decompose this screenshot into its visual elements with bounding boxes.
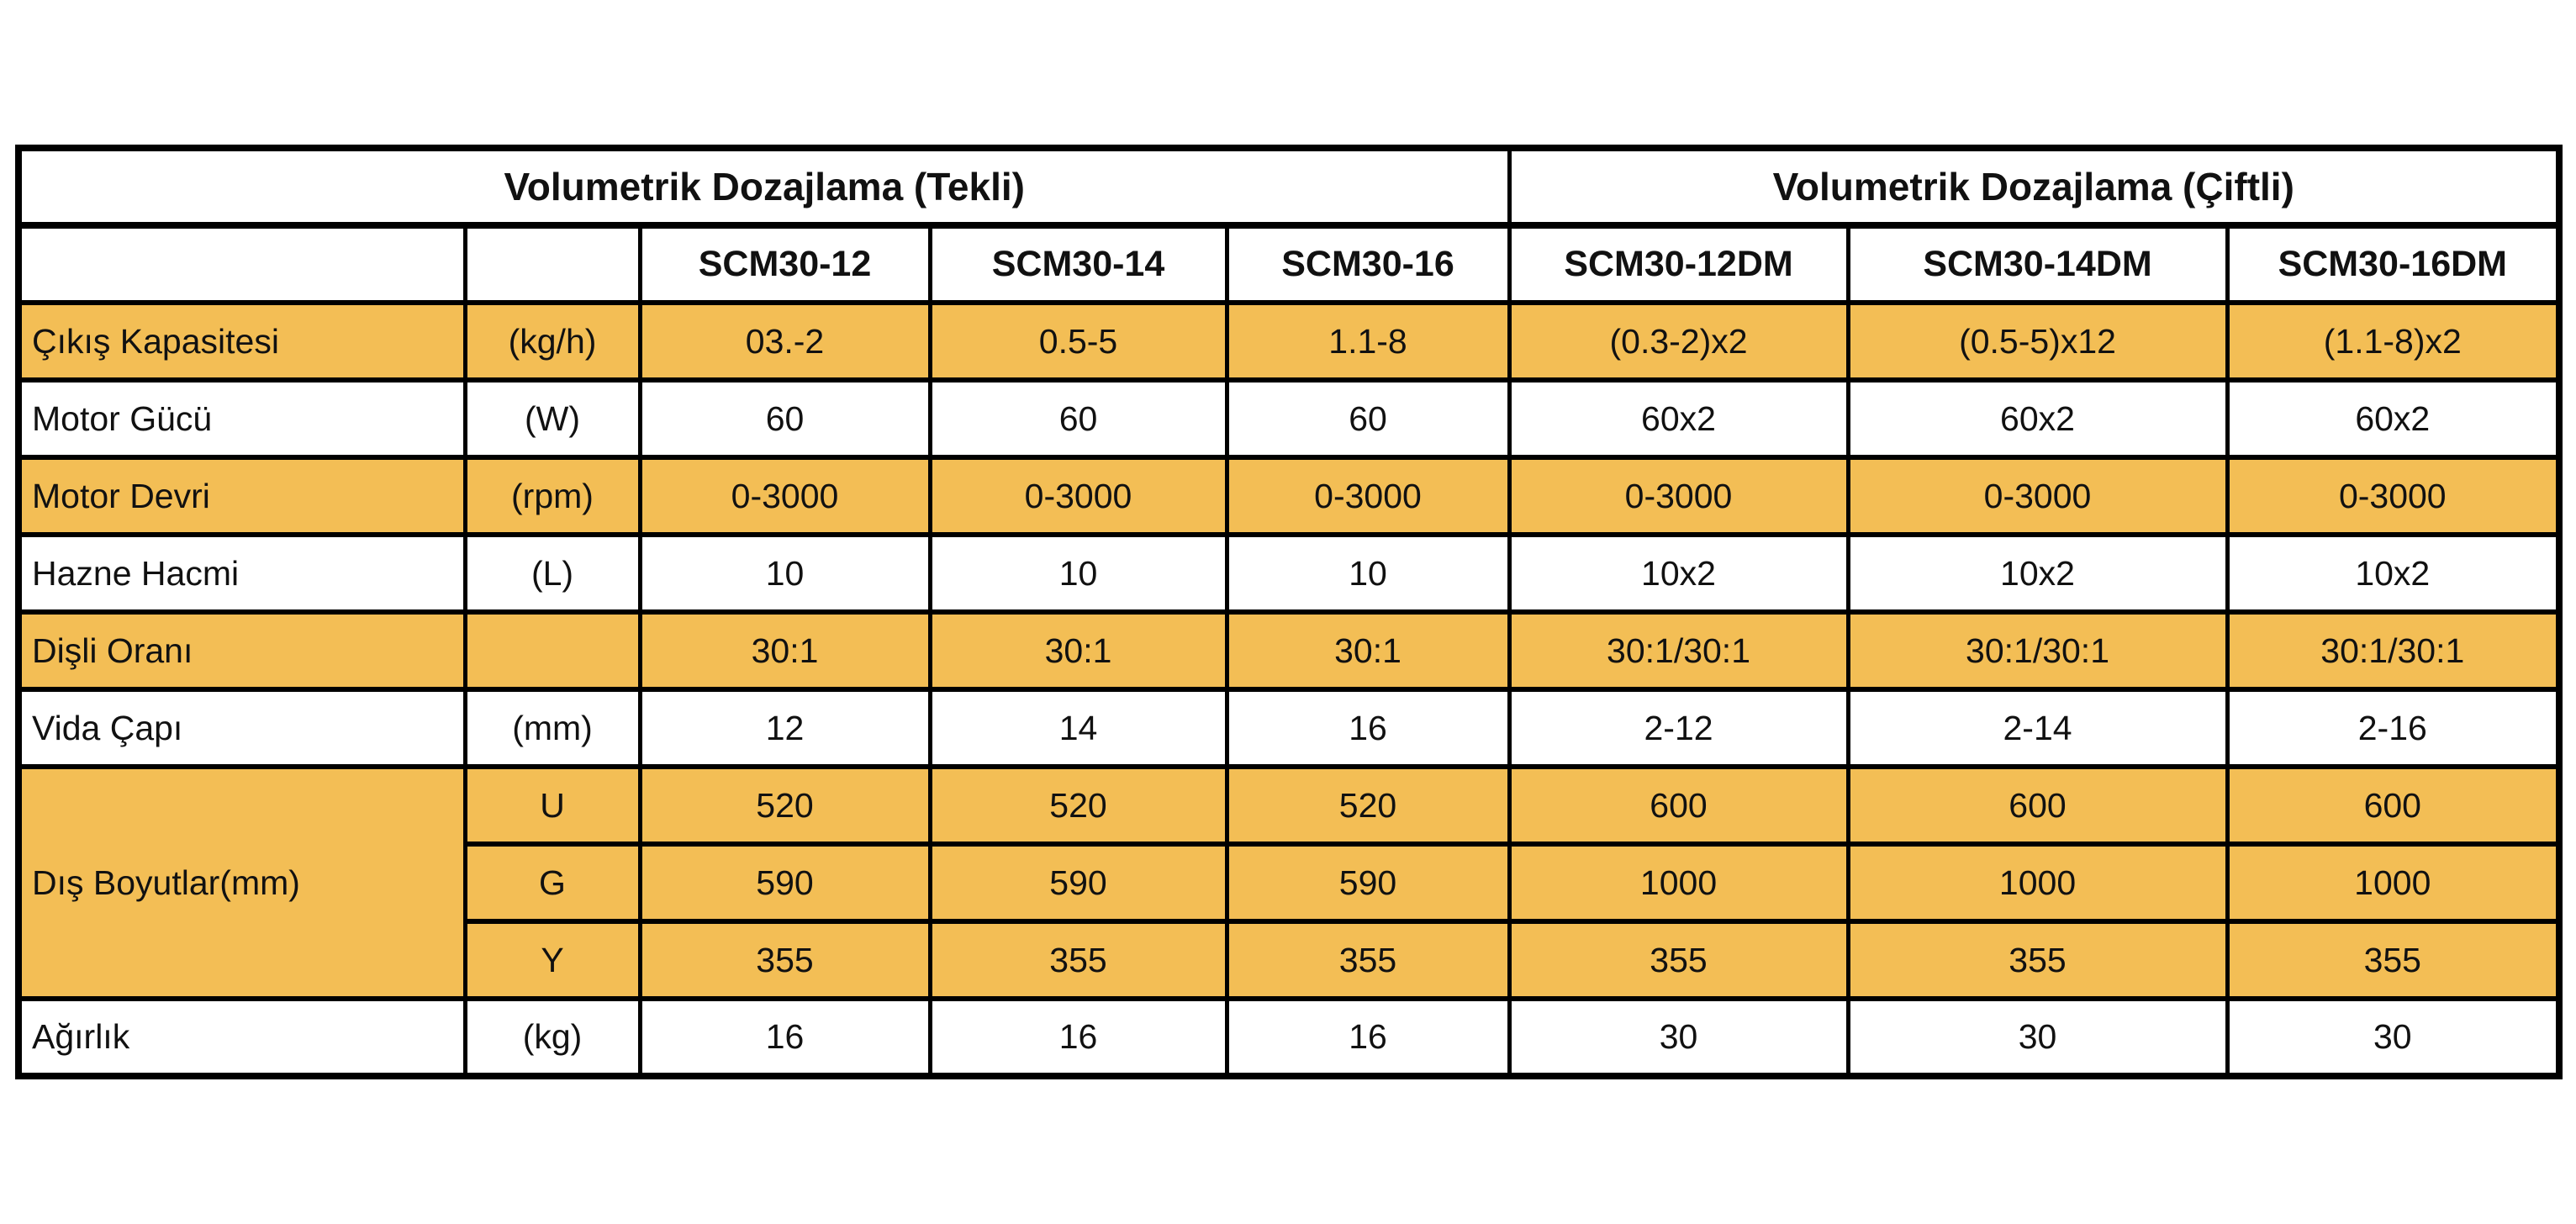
cell-value: 1000 [1845, 842, 2230, 924]
cell-value: 60 [1224, 377, 1512, 460]
model-header-scm30-16dm: SCM30-16DM [2225, 223, 2562, 305]
cell-value: 355 [1224, 919, 1512, 1001]
row-unit: U [462, 764, 642, 847]
cell-value: 16 [1224, 996, 1512, 1079]
cell-value: 1000 [1507, 842, 1850, 924]
row-unit [462, 609, 642, 692]
model-header-scm30-14dm: SCM30-14DM [1845, 223, 2230, 305]
cell-value: 10 [637, 532, 932, 615]
cell-value: 355 [927, 919, 1229, 1001]
cell-value: 60 [637, 377, 932, 460]
row-label: Dişli Oranı [16, 609, 467, 692]
cell-value: 60 [927, 377, 1229, 460]
cell-value: (0.5-5)x12 [1845, 300, 2230, 382]
cell-value: 600 [2225, 764, 2562, 847]
cell-value: 30:1 [927, 609, 1229, 692]
cell-value: 30:1/30:1 [2225, 609, 2562, 692]
cell-value: 60x2 [1845, 377, 2230, 460]
cell-value: 0-3000 [637, 455, 932, 537]
row-unit: Y [462, 919, 642, 1001]
cell-value: 0-3000 [1507, 455, 1850, 537]
cell-value: 0-3000 [1224, 455, 1512, 537]
row-label: Vida Çapı [16, 687, 467, 769]
cell-value: 30:1/30:1 [1507, 609, 1850, 692]
cell-value: 0-3000 [2225, 455, 2562, 537]
cell-value: 520 [637, 764, 932, 847]
cell-value: 2-12 [1507, 687, 1850, 769]
cell-value: (0.3-2)x2 [1507, 300, 1850, 382]
cell-value: 355 [637, 919, 932, 1001]
spec-table: Volumetrik Dozajlama (Tekli) Volumetrik D… [15, 145, 2563, 1079]
cell-value: 10x2 [2225, 532, 2562, 615]
cell-value: 16 [927, 996, 1229, 1079]
cell-value: 10x2 [1507, 532, 1850, 615]
model-header-scm30-12: SCM30-12 [637, 223, 932, 305]
cell-value: (1.1-8)x2 [2225, 300, 2562, 382]
spec-table-body: Çıkış Kapasitesi (kg/h) 03.-2 0.5-5 1.1-8 (0.… [16, 300, 2562, 1079]
cell-value: 10x2 [1845, 532, 2230, 615]
cell-value: 1.1-8 [1224, 300, 1512, 382]
row-unit: (L) [462, 532, 642, 615]
row-unit: (W) [462, 377, 642, 460]
cell-value: 2-16 [2225, 687, 2562, 769]
cell-value: 0.5-5 [927, 300, 1229, 382]
cell-value: 355 [1845, 919, 2230, 1001]
cell-value: 16 [1224, 687, 1512, 769]
cell-value: 0-3000 [1845, 455, 2230, 537]
cell-value: 30:1 [1224, 609, 1512, 692]
row-unit: (mm) [462, 687, 642, 769]
cell-value: 590 [637, 842, 932, 924]
row-unit: G [462, 842, 642, 924]
model-header-scm30-12dm: SCM30-12DM [1507, 223, 1850, 305]
cell-value: 14 [927, 687, 1229, 769]
cell-value: 355 [1507, 919, 1850, 1001]
group-header-ciftli: Volumetrik Dozajlama (Çiftli) [1507, 145, 2562, 229]
cell-value: 10 [927, 532, 1229, 615]
row-label: Çıkış Kapasitesi [16, 300, 467, 382]
row-unit: (kg) [462, 996, 642, 1079]
row-label: Dış Boyutlar(mm) [16, 764, 467, 1001]
group-header-tekli: Volumetrik Dozajlama (Tekli) [16, 145, 1512, 229]
model-header-scm30-14: SCM30-14 [927, 223, 1229, 305]
cell-value: 30 [1507, 996, 1850, 1079]
model-header-blank-1 [462, 223, 642, 305]
cell-value: 03.-2 [637, 300, 932, 382]
cell-value: 355 [2225, 919, 2562, 1001]
cell-value: 2-14 [1845, 687, 2230, 769]
cell-value: 590 [927, 842, 1229, 924]
row-label: Hazne Hacmi [16, 532, 467, 615]
cell-value: 1000 [2225, 842, 2562, 924]
model-header-scm30-16: SCM30-16 [1224, 223, 1512, 305]
spec-table-head: Volumetrik Dozajlama (Tekli) Volumetrik D… [16, 145, 2562, 305]
row-label: Ağırlık [16, 996, 467, 1079]
cell-value: 0-3000 [927, 455, 1229, 537]
row-label: Motor Gücü [16, 377, 467, 460]
cell-value: 30 [2225, 996, 2562, 1079]
cell-value: 12 [637, 687, 932, 769]
cell-value: 30 [1845, 996, 2230, 1079]
cell-value: 600 [1507, 764, 1850, 847]
cell-value: 60x2 [1507, 377, 1850, 460]
row-label: Motor Devri [16, 455, 467, 537]
cell-value: 16 [637, 996, 932, 1079]
cell-value: 600 [1845, 764, 2230, 847]
cell-value: 10 [1224, 532, 1512, 615]
row-unit: (kg/h) [462, 300, 642, 382]
model-header-blank-0 [16, 223, 467, 305]
cell-value: 520 [1224, 764, 1512, 847]
cell-value: 520 [927, 764, 1229, 847]
cell-value: 30:1/30:1 [1845, 609, 2230, 692]
row-unit: (rpm) [462, 455, 642, 537]
cell-value: 590 [1224, 842, 1512, 924]
cell-value: 60x2 [2225, 377, 2562, 460]
cell-value: 30:1 [637, 609, 932, 692]
